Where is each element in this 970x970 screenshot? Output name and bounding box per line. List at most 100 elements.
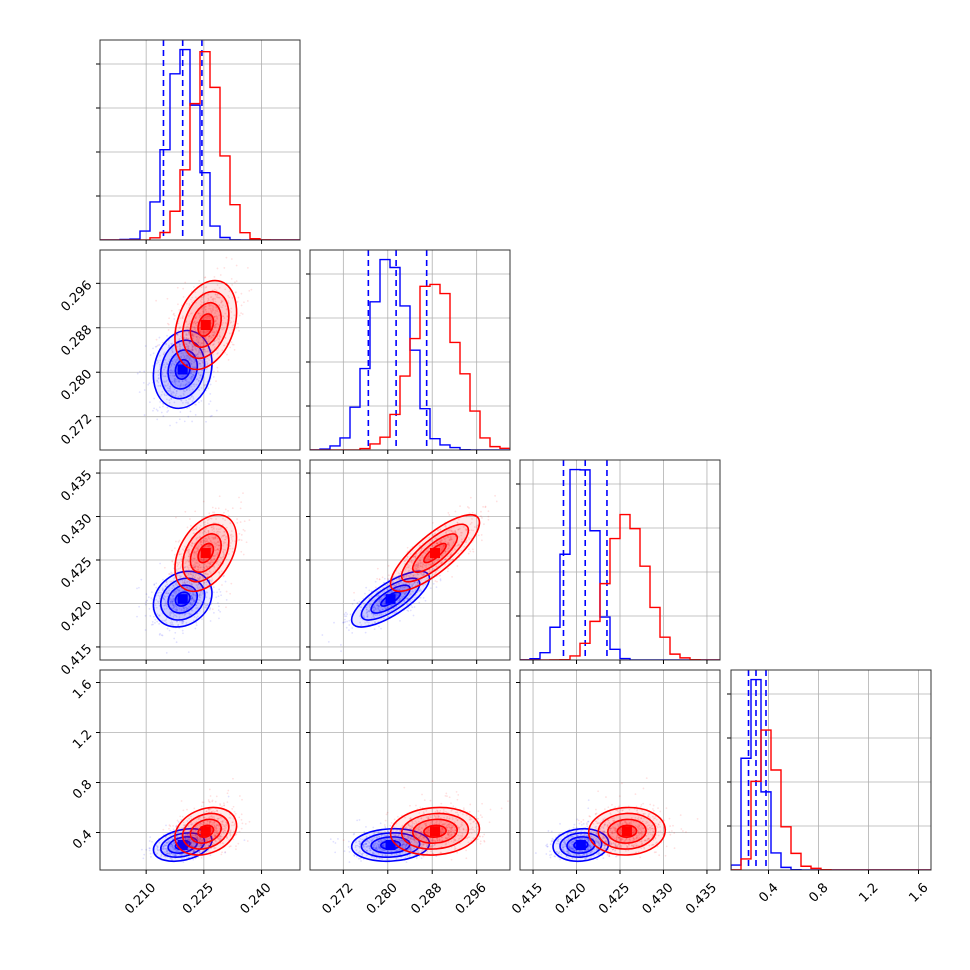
- contour-red: [189, 533, 222, 573]
- sample-point: [136, 372, 139, 375]
- sample-point: [175, 361, 178, 364]
- sample-point: [172, 612, 175, 615]
- sample-point: [423, 572, 425, 575]
- sample-point: [183, 581, 186, 584]
- y-tick-label: 0.430: [58, 511, 95, 548]
- sample-point: [195, 538, 198, 541]
- sample-point: [368, 605, 371, 608]
- sample-point: [191, 588, 194, 591]
- sample-point: [206, 300, 209, 303]
- sample-point: [436, 542, 438, 544]
- sample-point: [242, 553, 245, 556]
- sample-point: [205, 565, 208, 568]
- sample-point: [424, 564, 426, 567]
- sample-point: [216, 541, 219, 543]
- panel-content: [520, 460, 720, 660]
- density-peak-red: [200, 548, 211, 559]
- sample-point: [166, 297, 169, 300]
- sample-point: [216, 537, 219, 540]
- sample-point: [198, 279, 201, 282]
- contour-blue: [174, 358, 191, 380]
- sample-point: [453, 547, 456, 549]
- sample-point: [351, 632, 354, 634]
- sample-point: [218, 541, 221, 544]
- sample-point: [156, 409, 159, 412]
- sample-point: [428, 558, 431, 561]
- sample-point: [216, 548, 219, 551]
- sample-point: [201, 531, 204, 534]
- sample-point: [431, 562, 434, 564]
- sample-point: [151, 598, 154, 601]
- sample-point: [136, 615, 138, 618]
- sample-point: [188, 315, 190, 317]
- sample-point: [197, 573, 200, 576]
- y-tick-label: 0.280: [58, 367, 95, 404]
- sample-point: [192, 557, 194, 560]
- sample-point: [195, 403, 197, 406]
- sample-point: [236, 322, 239, 325]
- sample-point: [175, 390, 178, 393]
- sample-point: [179, 815, 182, 818]
- sample-point: [199, 351, 202, 354]
- sample-point: [181, 589, 184, 592]
- sample-point: [206, 584, 209, 587]
- sample-point: [192, 396, 195, 398]
- sample-point: [182, 315, 184, 318]
- sample-point: [171, 601, 174, 603]
- sample-point: [381, 608, 384, 611]
- sample-point: [213, 370, 215, 373]
- sample-point: [345, 615, 348, 618]
- sample-point: [372, 615, 375, 617]
- sample-point: [196, 321, 199, 324]
- sample-point: [494, 494, 496, 497]
- sample-point: [169, 597, 172, 600]
- sample-point: [182, 606, 185, 609]
- sample-point: [199, 343, 201, 346]
- sample-point: [136, 587, 138, 590]
- sample-point: [171, 370, 174, 373]
- sample-point: [154, 604, 157, 607]
- sample-point: [370, 612, 373, 615]
- sample-point: [212, 536, 215, 539]
- sample-point: [157, 377, 160, 379]
- density-peak-blue: [177, 594, 188, 605]
- sample-point: [208, 403, 210, 405]
- sample-point: [142, 381, 145, 384]
- sample-point: [186, 325, 189, 328]
- sample-point: [207, 529, 210, 532]
- sample-point: [214, 323, 217, 326]
- sample-point: [187, 566, 190, 569]
- sample-point: [240, 813, 243, 816]
- sample-point: [170, 397, 172, 400]
- sample-point: [398, 600, 400, 602]
- sample-point: [194, 552, 197, 555]
- sample-point: [188, 580, 190, 583]
- sample-point: [183, 614, 186, 617]
- sample-point: [169, 621, 172, 624]
- sample-point: [360, 624, 363, 627]
- sample-point: [240, 292, 243, 295]
- sample-point: [172, 607, 175, 610]
- sample-point: [217, 323, 220, 326]
- contour-blue: [152, 570, 213, 628]
- sample-point: [205, 316, 208, 318]
- sample-point: [206, 340, 209, 343]
- sample-point: [203, 331, 206, 334]
- sample-point: [420, 589, 422, 592]
- sample-point: [194, 327, 197, 330]
- sample-point: [202, 361, 204, 364]
- sample-point: [172, 828, 175, 831]
- sample-point: [213, 521, 215, 524]
- sample-point: [415, 584, 417, 586]
- sample-point: [239, 521, 242, 523]
- sample-point: [172, 594, 175, 597]
- sample-point: [182, 347, 185, 350]
- sample-point: [184, 379, 187, 382]
- sample-point: [186, 345, 189, 348]
- sample-point: [149, 852, 152, 855]
- sample-point: [167, 323, 170, 326]
- sample-point: [195, 354, 198, 357]
- sample-point: [192, 574, 194, 577]
